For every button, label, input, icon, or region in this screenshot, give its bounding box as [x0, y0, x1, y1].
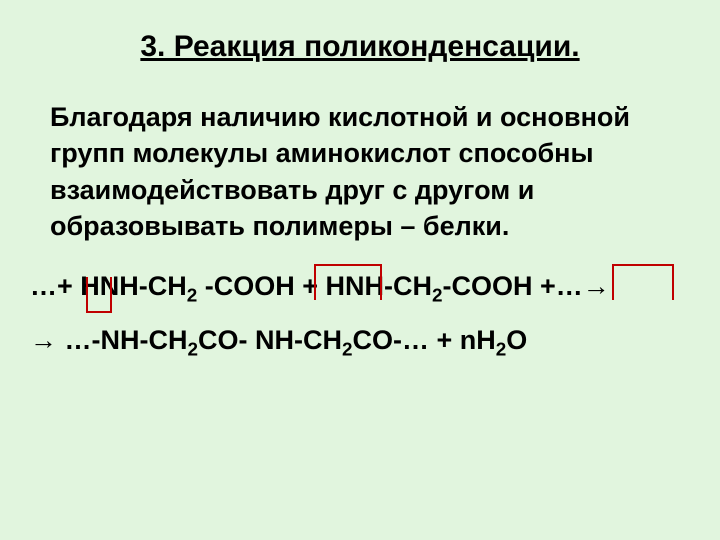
f2-part4: O: [506, 325, 527, 355]
formula-line-2: → …-NH-CH2CO- NH-CH2CO-… + nH2O: [30, 319, 610, 366]
f2-sub3: 2: [496, 340, 507, 361]
f2-sub1: 2: [187, 340, 198, 361]
f2-part3: CO-… + nH: [353, 325, 496, 355]
f2-prefix: → …-NH-CH: [30, 325, 187, 355]
body-paragraph: Благодаря наличию кислотной и основной г…: [50, 99, 690, 245]
f1-prefix: …+: [30, 271, 80, 301]
f1-part3: -COOH +…→: [443, 271, 610, 301]
f1-sub2: 2: [432, 285, 443, 306]
formula-block: …+ HNH-CH2 -COOH + HNH-CH2-COOH +…→ → …-…: [30, 265, 610, 366]
f2-sub2: 2: [342, 340, 353, 361]
highlight-box-2: [314, 264, 382, 300]
highlight-box-1: [86, 277, 112, 313]
f1-sub1: 2: [187, 285, 198, 306]
formula-line-1: …+ HNH-CH2 -COOH + HNH-CH2-COOH +…→: [30, 265, 610, 312]
slide-title: 3. Реакция поликонденсации.: [30, 30, 690, 64]
highlight-box-3: [612, 264, 674, 300]
f2-part2: CO- NH-CH: [198, 325, 342, 355]
